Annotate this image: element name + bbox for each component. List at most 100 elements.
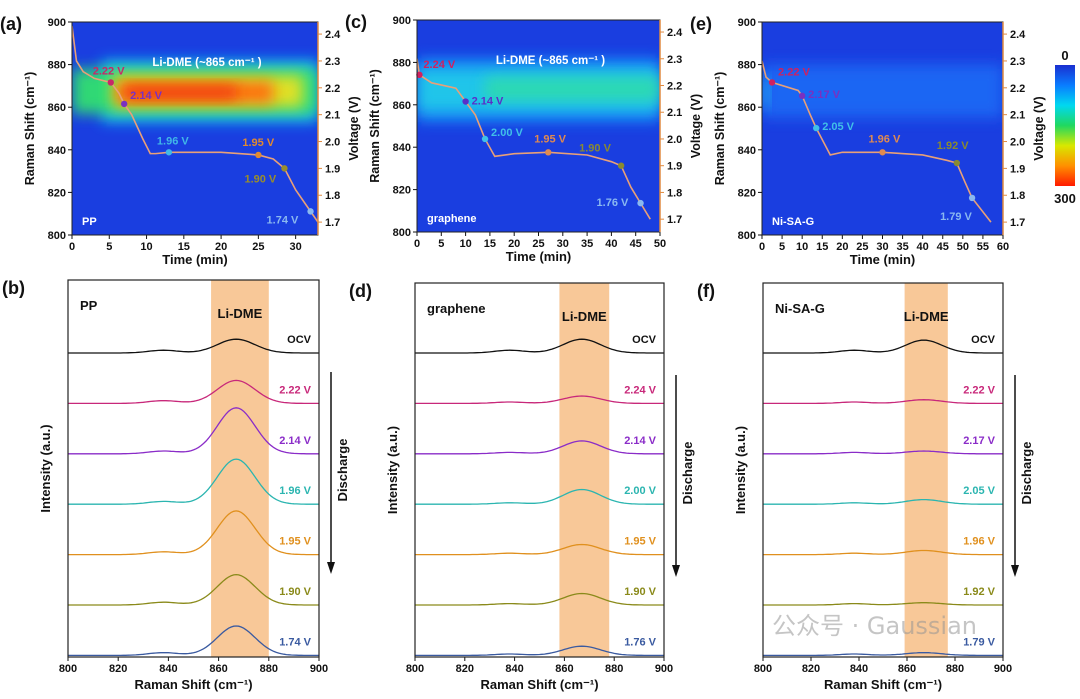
voltage-marker: [281, 165, 288, 172]
voltage-marker: [617, 162, 625, 169]
y-tick-label: 860: [738, 102, 756, 114]
panel-label: (b): [2, 278, 25, 298]
panel-label: (c): [345, 12, 367, 32]
x-tick-label: 25: [252, 241, 264, 253]
voltage-marker-label: 1.96 V: [157, 135, 189, 147]
x-tick-label: 45: [630, 238, 642, 250]
voltage-marker: [307, 208, 314, 215]
voltage-curve: [417, 58, 651, 220]
heatmap: [762, 22, 1003, 235]
band-label: Li-DME: [562, 309, 607, 324]
x-tick-label: 10: [796, 241, 808, 253]
y2-tick-label: 2.1: [1010, 110, 1025, 122]
x-tick-label: 5: [779, 241, 785, 253]
x-tick-label: 30: [557, 238, 569, 250]
voltage-marker-label: 1.90 V: [579, 143, 611, 155]
y2-tick-label: 2.3: [667, 54, 682, 66]
x-axis-title: Time (min): [506, 249, 572, 264]
spectrum-line: [68, 573, 319, 606]
x-axis-title: Time (min): [162, 252, 228, 267]
sample-label: graphene: [427, 301, 486, 316]
spectrum-label: 2.17 V: [963, 435, 995, 447]
y-axis-title: Intensity (a.u.): [733, 426, 748, 514]
x-tick-label: 50: [957, 241, 969, 253]
y-tick-label: 820: [393, 185, 411, 197]
y2-tick-label: 2.2: [325, 83, 340, 95]
x-tick-label: 20: [215, 241, 227, 253]
x-tick-label: 10: [459, 238, 471, 250]
y2-tick-label: 2.4: [1010, 29, 1026, 41]
spectrum-label: 2.00 V: [624, 485, 656, 497]
x-tick-label: 800: [59, 663, 77, 675]
spectrum-line: [68, 510, 319, 556]
x-tick-label: 860: [555, 663, 573, 675]
y-axis-title: Intensity (a.u.): [385, 426, 400, 514]
discharge-label: Discharge: [335, 439, 350, 502]
arrow-head-icon: [1011, 565, 1019, 577]
y-axis-title: Raman Shift (cm⁻¹): [368, 69, 382, 183]
y-axis-title: Raman Shift (cm⁻¹): [23, 72, 37, 186]
voltage-marker-label: 2.05 V: [822, 121, 854, 133]
spectrum-label: 2.14 V: [624, 435, 656, 447]
x-tick-label: 840: [850, 663, 868, 675]
panel-f: (f) 800 820 840 860 880 900 Raman Shift (cm⁻¹) L…: [697, 281, 1034, 692]
heatmap-background: [417, 20, 660, 232]
spectrum-line: [763, 399, 1003, 405]
colorbar-max-label: 300: [1054, 191, 1076, 206]
x-tick-label: 860: [209, 663, 227, 675]
voltage-curve: [762, 60, 992, 223]
y2-tick-label: 1.9: [1010, 163, 1025, 175]
y-tick-label: 900: [738, 17, 756, 29]
intensity-band: [124, 85, 236, 99]
y2-tick-label: 2.0: [1010, 137, 1025, 149]
spectrum-label: OCV: [287, 334, 312, 346]
voltage-marker: [120, 100, 128, 108]
sample-label: PP: [80, 298, 98, 313]
spectrum-line: [415, 338, 664, 354]
x-tick-label: 20: [836, 241, 848, 253]
spectrum-label: 1.79 V: [963, 636, 995, 648]
y2-tick-label: 2.2: [667, 80, 682, 92]
y2-tick-label: 2.3: [325, 56, 340, 68]
y-tick-label: 880: [393, 57, 411, 69]
spectrum-label: 2.24 V: [624, 384, 656, 396]
x-tick-label: 880: [605, 663, 623, 675]
spectrum-line: [415, 440, 664, 455]
panel-c: (c) 0 5 10 15 20 25 30 35 40 45 50 Time (min) 2.24 V 2…: [345, 12, 703, 264]
voltage-marker: [462, 98, 469, 105]
heatmap-background: [72, 22, 318, 235]
sample-label: PP: [82, 216, 97, 228]
y2-tick-label: 2.4: [667, 27, 683, 39]
spectrum-label: OCV: [971, 334, 996, 346]
voltage-marker: [107, 79, 114, 86]
panel-label: (e): [690, 14, 712, 34]
y2-tick-label: 2.1: [325, 110, 340, 122]
y-tick-label: 840: [738, 145, 756, 157]
x-tick-label: 840: [159, 663, 177, 675]
intensity-band: [762, 64, 1003, 118]
y-tick-label: 900: [48, 17, 66, 29]
intensity-band: [485, 77, 660, 101]
x-tick-label: 40: [605, 238, 617, 250]
x-tick-label: 800: [406, 663, 424, 675]
voltage-marker: [255, 151, 262, 159]
panel-label: (f): [697, 281, 715, 301]
voltage-marker-label: 1.90 V: [244, 173, 276, 185]
y2-tick-label: 1.8: [667, 187, 682, 199]
band-annotation: Li-DME (~865 cm⁻¹ ): [496, 55, 605, 67]
x-tick-label: 820: [109, 663, 127, 675]
x-tick-label: 20: [508, 238, 520, 250]
spectrum-line: [68, 458, 319, 505]
voltage-marker: [165, 149, 173, 156]
panel-a: (a) 0 5 10 15 20 25 30 Time (min) 2.22 V 2.14 V 1.9…: [0, 14, 361, 267]
panel-e: (e) 0 5 10 15 20 25 30 35 40 45 50 55 60 Time (min) 2.2…: [690, 14, 1046, 267]
voltage-marker: [637, 199, 644, 207]
x-tick-label: 10: [140, 241, 152, 253]
panel-b: (b) 800 820 840 860 880 900 Raman Shift (cm⁻¹) L…: [2, 278, 350, 692]
discharge-label: Discharge: [680, 442, 695, 505]
voltage-marker-label: 1.79 V: [940, 211, 972, 223]
spectrum-line: [763, 549, 1003, 556]
plot-frame: [67, 279, 320, 658]
x-tick-label: 800: [754, 663, 772, 675]
y2-axis-title: Voltage (V): [1032, 96, 1046, 160]
